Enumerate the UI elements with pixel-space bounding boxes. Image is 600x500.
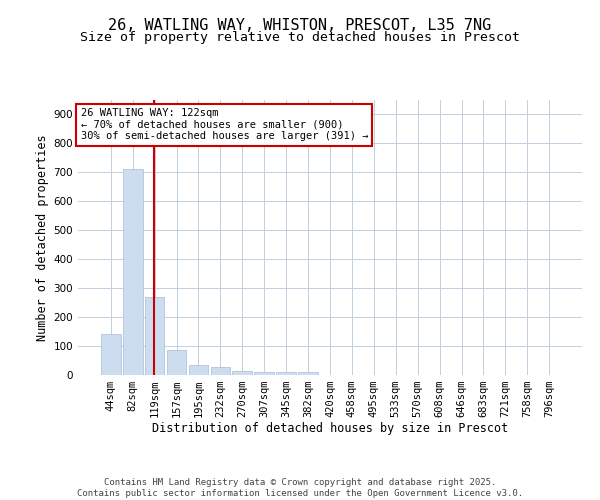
Bar: [188, 365, 208, 375]
Bar: [254, 372, 274, 375]
X-axis label: Distribution of detached houses by size in Prescot: Distribution of detached houses by size …: [152, 422, 508, 434]
Text: 26 WATLING WAY: 122sqm
← 70% of detached houses are smaller (900)
30% of semi-de: 26 WATLING WAY: 122sqm ← 70% of detached…: [80, 108, 368, 142]
Bar: [232, 370, 252, 375]
Text: Size of property relative to detached houses in Prescot: Size of property relative to detached ho…: [80, 31, 520, 44]
Y-axis label: Number of detached properties: Number of detached properties: [37, 134, 49, 341]
Text: Contains HM Land Registry data © Crown copyright and database right 2025.
Contai: Contains HM Land Registry data © Crown c…: [77, 478, 523, 498]
Bar: [101, 334, 121, 375]
Bar: [276, 372, 296, 375]
Text: 26, WATLING WAY, WHISTON, PRESCOT, L35 7NG: 26, WATLING WAY, WHISTON, PRESCOT, L35 7…: [109, 18, 491, 32]
Bar: [298, 372, 318, 375]
Bar: [167, 350, 187, 375]
Bar: [211, 367, 230, 375]
Bar: [145, 297, 164, 375]
Bar: [123, 170, 143, 375]
